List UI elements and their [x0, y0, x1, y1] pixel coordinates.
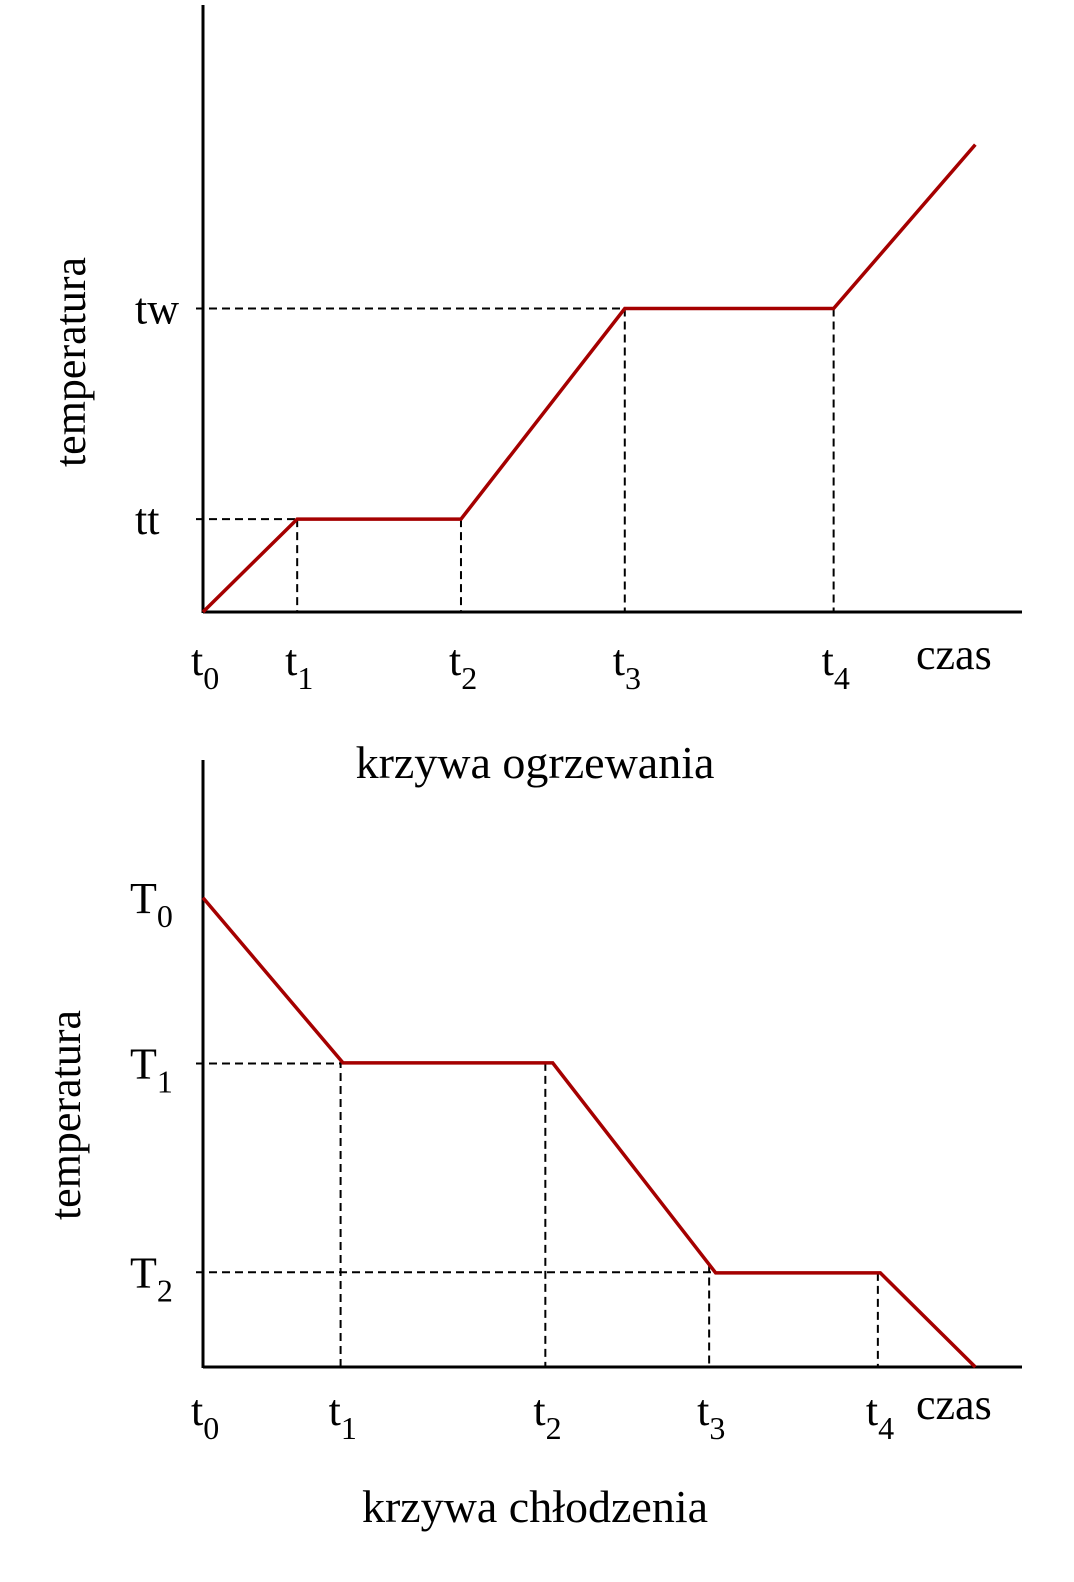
temperature-curve	[201, 143, 977, 614]
x-tick-label: t3	[697, 1386, 725, 1446]
chart-2: t0 t1 t2 t3 t4 T0 T1 T2 czas temperatura krzywa ch…	[41, 760, 1022, 1532]
chart-caption: krzywa chłodzenia	[362, 1481, 708, 1532]
x-tick-label: t3	[613, 636, 641, 696]
y-tick-label: tt	[135, 495, 159, 544]
y-tick-label: T1	[130, 1040, 173, 1100]
y-tick-label: T2	[130, 1248, 173, 1308]
x-tick-label: t0	[191, 636, 219, 696]
chart-1: t0 t1 t2 t3 t4 tt tw czas temperatura krzywa ogrz…	[46, 5, 1022, 788]
x-axis-label: czas	[916, 1380, 992, 1429]
x-tick-label: t0	[191, 1386, 219, 1446]
chart-caption: krzywa ogrzewania	[356, 737, 715, 788]
x-tick-label: t2	[449, 636, 477, 696]
x-axis-label: czas	[916, 630, 992, 679]
y-axis-label: temperatura	[46, 257, 95, 467]
x-tick-label: t4	[822, 636, 850, 696]
x-tick-label: t1	[285, 636, 313, 696]
y-tick-label: tw	[135, 285, 179, 334]
x-tick-label: t1	[329, 1386, 357, 1446]
y-axis-label: temperatura	[41, 1010, 90, 1220]
y-tick-label: T0	[130, 874, 173, 934]
x-tick-label: t4	[866, 1386, 894, 1446]
x-tick-label: t2	[533, 1386, 561, 1446]
temperature-curve	[201, 896, 977, 1369]
